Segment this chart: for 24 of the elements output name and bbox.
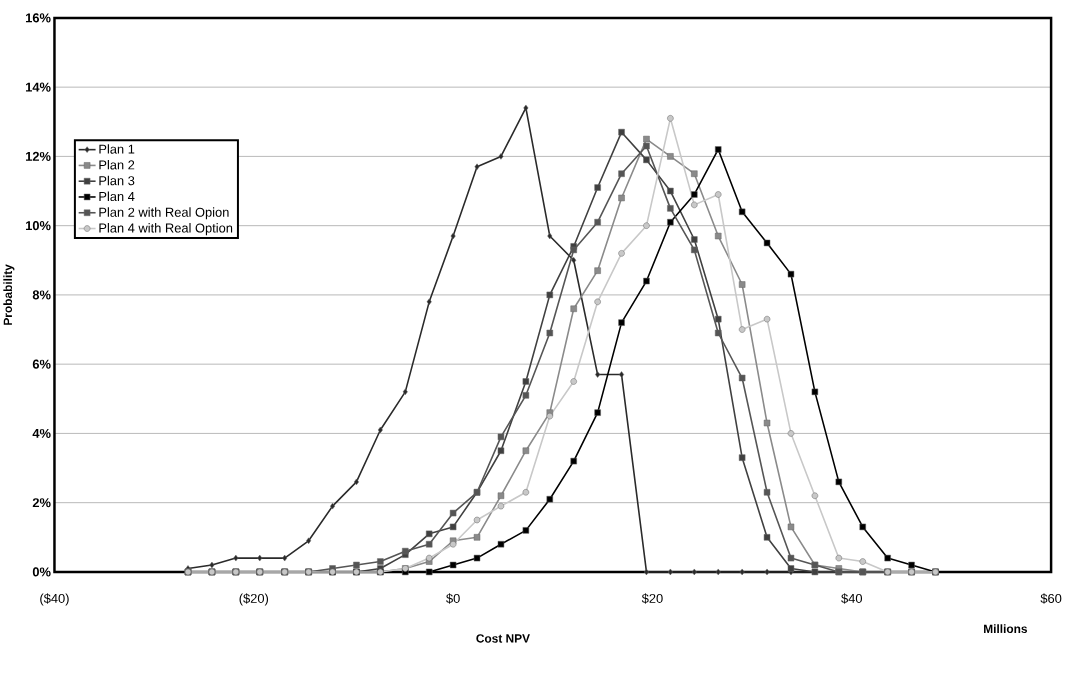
x-tick-label: ($40) xyxy=(40,593,69,606)
legend-label: Plan 4 with Real Option xyxy=(99,222,233,235)
x-tick-label: $0 xyxy=(446,593,460,604)
y-tick-label: 16% xyxy=(25,13,51,23)
x-tick-label: ($20) xyxy=(239,593,269,606)
x-tick-label: $20 xyxy=(641,593,663,604)
y-tick-label: 12% xyxy=(25,151,51,161)
x-tick-label: $40 xyxy=(841,593,863,604)
text: Millions xyxy=(984,624,1028,633)
y-tick-label: 8% xyxy=(32,290,51,300)
y-tick-label: 10% xyxy=(25,220,51,231)
y-tick-label: 0% xyxy=(32,567,51,577)
legend-label: Plan 4 xyxy=(99,191,135,201)
y-tick-label: 14% xyxy=(25,82,51,92)
y-tick-label: 4% xyxy=(32,428,51,438)
x-tick-label: $60 xyxy=(1040,593,1062,604)
y-tick-label: 6% xyxy=(32,359,51,369)
legend-label: Plan 1 xyxy=(99,144,135,154)
legend-label: Plan 2 with Real Opion xyxy=(99,207,229,220)
x-axis-title: Cost NPV xyxy=(476,634,530,643)
legend-label: Plan 2 xyxy=(99,159,135,170)
y-tick-label: 2% xyxy=(32,497,51,508)
y-axis-title: Probability xyxy=(3,264,15,325)
legend-label: Plan 3 xyxy=(99,175,135,186)
